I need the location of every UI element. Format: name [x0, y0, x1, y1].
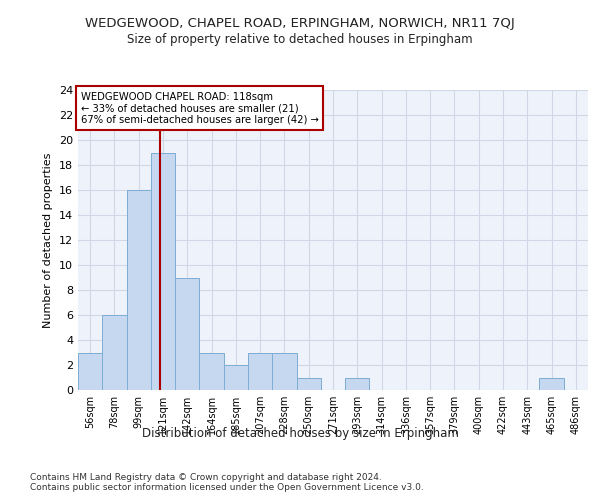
- Text: Size of property relative to detached houses in Erpingham: Size of property relative to detached ho…: [127, 32, 473, 46]
- Bar: [248, 352, 272, 390]
- Text: WEDGEWOOD, CHAPEL ROAD, ERPINGHAM, NORWICH, NR11 7QJ: WEDGEWOOD, CHAPEL ROAD, ERPINGHAM, NORWI…: [85, 18, 515, 30]
- Bar: [127, 190, 151, 390]
- Bar: [345, 378, 370, 390]
- Text: Distribution of detached houses by size in Erpingham: Distribution of detached houses by size …: [142, 428, 458, 440]
- Bar: [272, 352, 296, 390]
- Bar: [199, 352, 224, 390]
- Bar: [224, 365, 248, 390]
- Bar: [175, 278, 199, 390]
- Bar: [102, 315, 127, 390]
- Text: WEDGEWOOD CHAPEL ROAD: 118sqm
← 33% of detached houses are smaller (21)
67% of s: WEDGEWOOD CHAPEL ROAD: 118sqm ← 33% of d…: [80, 92, 319, 124]
- Bar: [151, 152, 175, 390]
- Text: Contains public sector information licensed under the Open Government Licence v3: Contains public sector information licen…: [30, 482, 424, 492]
- Bar: [539, 378, 564, 390]
- Text: Contains HM Land Registry data © Crown copyright and database right 2024.: Contains HM Land Registry data © Crown c…: [30, 472, 382, 482]
- Bar: [78, 352, 102, 390]
- Y-axis label: Number of detached properties: Number of detached properties: [43, 152, 53, 328]
- Bar: [296, 378, 321, 390]
